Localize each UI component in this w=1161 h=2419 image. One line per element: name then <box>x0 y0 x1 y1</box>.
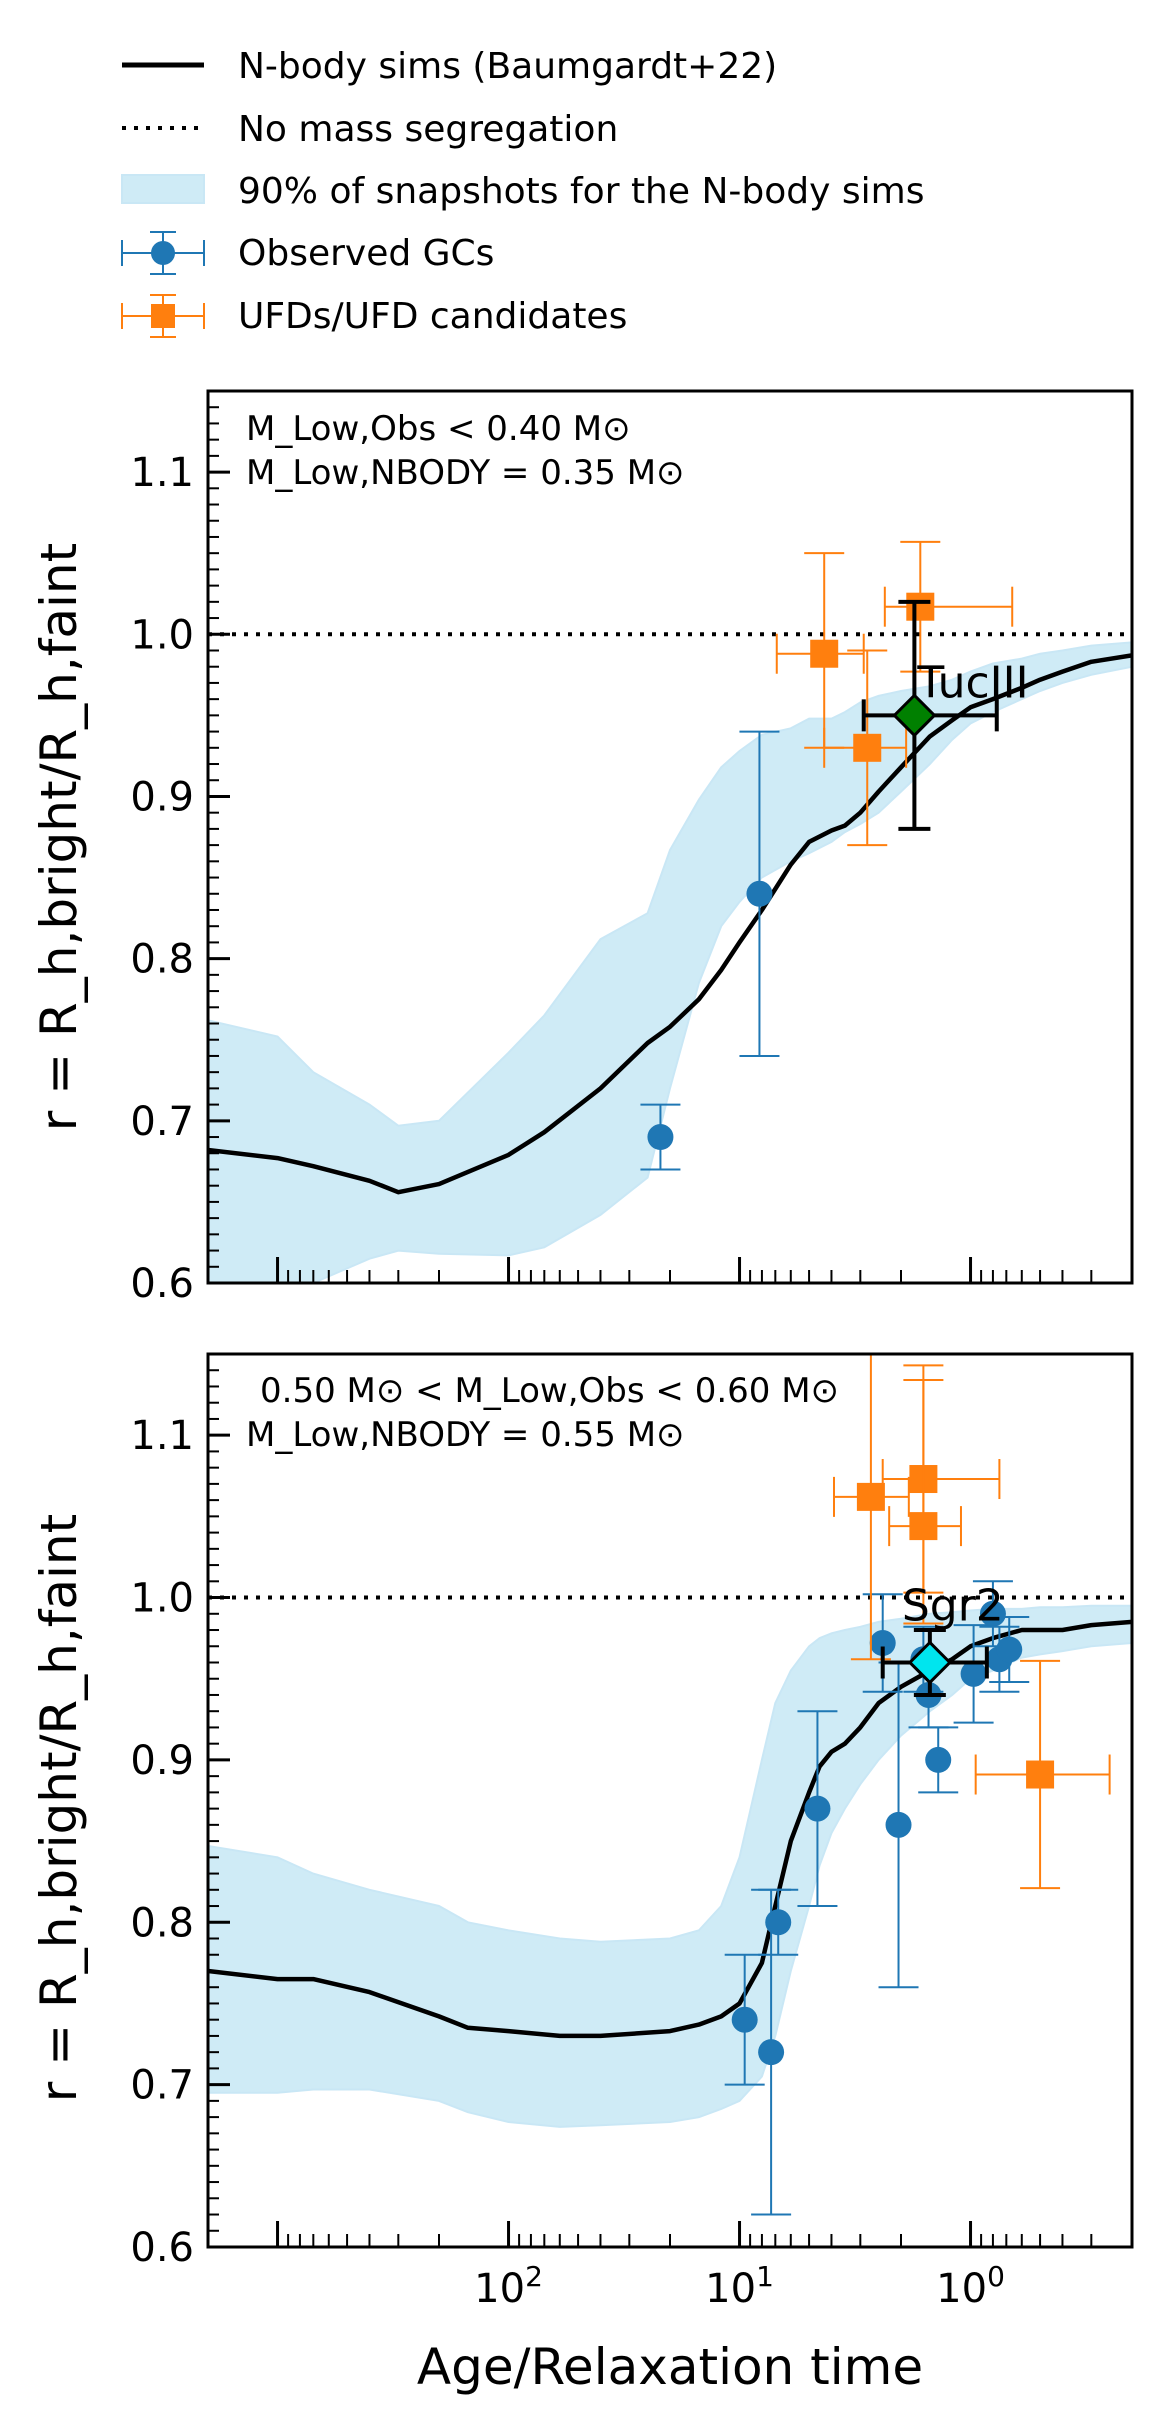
bottom-x-axis: 102 101 100 <box>207 2221 1133 2312</box>
legend-label-no-segregation: No mass segregation <box>238 109 618 150</box>
bottom-gc-point-2 <box>758 1888 799 1956</box>
bottom-ufd-point-0 <box>833 1354 910 1661</box>
bottom-y-axis-label: r = R_h,bright/R_h,faint <box>30 1514 88 2102</box>
bottom-x-tick-label-0: 102 <box>474 2260 543 2312</box>
bottom-ufd-point-3 <box>974 1659 1111 1890</box>
bottom-ufd-marker-0 <box>856 1482 885 1511</box>
top-plot-area <box>208 540 1132 1283</box>
panel-top: TucIII 0.6 0.7 0.8 0.9 1.0 1.1 <box>130 389 1134 1307</box>
x-axis-label: Age/Relaxation time <box>417 2338 923 2396</box>
top-y-tick-label-1: 0.7 <box>130 1099 194 1145</box>
top-y-tick-label-0: 0.6 <box>130 1261 194 1307</box>
bottom-gc-marker-8 <box>925 1746 952 1773</box>
legend-swatch-ufd <box>121 294 205 338</box>
bottom-y-tick-label-2: 0.8 <box>130 1900 194 1946</box>
top-ufd-point-2 <box>883 540 1014 673</box>
top-gc-point-1 <box>739 730 780 1057</box>
bottom-gc-marker-3 <box>804 1795 831 1822</box>
bottom-ufd-marker-2 <box>909 1512 938 1541</box>
legend-label-ufd: UFDs/UFD candidates <box>238 296 627 337</box>
top-gc-point-0 <box>640 1103 681 1171</box>
top-gc-marker-0 <box>647 1124 674 1151</box>
bottom-gc-marker-5 <box>885 1811 912 1838</box>
bottom-gc-marker-4 <box>869 1630 896 1657</box>
legend-label-nbody: N-body sims (Baumgardt+22) <box>238 46 777 87</box>
bottom-ufd-point-1 <box>881 1364 1001 1594</box>
bottom-named-marker-0 <box>907 1640 952 1685</box>
top-ufd-marker-1 <box>853 733 882 762</box>
legend: N-body sims (Baumgardt+22) No mass segre… <box>121 46 924 338</box>
legend-swatch-gc <box>121 231 205 275</box>
bottom-plot-area <box>208 1354 1132 2216</box>
top-ufd-marker-0 <box>810 639 839 668</box>
top-ufd-point-1 <box>823 649 908 847</box>
top-y-tick-label-5: 1.1 <box>130 450 194 496</box>
bottom-annotation-line-1: 0.50 M⊙ < M_Low,Obs < 0.60 M⊙ <box>260 1371 839 1411</box>
top-y-axis-label: r = R_h,bright/R_h,faint <box>30 543 88 1131</box>
top-gc-marker-1 <box>746 880 773 907</box>
bottom-y-tick-label-1: 0.7 <box>130 2063 194 2109</box>
top-named-label-0: TucIII <box>916 657 1028 708</box>
top-named-marker-0 <box>892 693 937 738</box>
top-x-axis <box>207 1257 1133 1283</box>
bottom-gc-point-12 <box>989 1616 1030 1683</box>
bottom-y-axis: 0.6 0.7 0.8 0.9 1.0 1.1 <box>130 1353 230 2271</box>
top-y-tick-label-3: 0.9 <box>130 774 194 820</box>
bottom-x-tick-label-2: 100 <box>936 2260 1005 2312</box>
top-annotation-line-1: M_Low,Obs < 0.40 M⊙ <box>246 409 631 449</box>
top-ufd-point-0 <box>775 552 865 749</box>
bottom-y-tick-label-4: 1.0 <box>130 1576 194 1622</box>
bottom-y-tick-label-3: 0.9 <box>130 1738 194 1784</box>
bottom-gc-marker-9 <box>960 1660 987 1687</box>
legend-swatch-band <box>121 174 205 204</box>
top-y-axis: 0.6 0.7 0.8 0.9 1.0 1.1 <box>130 390 230 1307</box>
bottom-gc-marker-12 <box>996 1636 1023 1663</box>
bottom-gc-point-9 <box>953 1624 994 1724</box>
bottom-ufd-point-2 <box>888 1378 962 1625</box>
bottom-gc-point-8 <box>918 1726 959 1794</box>
bottom-gc-marker-10 <box>979 1600 1006 1627</box>
top-nbody-median-line <box>208 653 1132 1195</box>
bottom-named-object-0 <box>880 1628 989 1697</box>
legend-label-band: 90% of snapshots for the N-body sims <box>238 171 924 212</box>
bottom-nbody-band <box>208 1604 1132 2128</box>
top-nbody-band <box>208 641 1132 1283</box>
top-named-object-0 <box>861 599 999 831</box>
panel-bottom: Sgr2 0.6 0.7 0.8 0.9 1.0 1.1 102 101 100 <box>130 1352 1134 2312</box>
bottom-annotation-line-2: M_Low,NBODY = 0.55 M⊙ <box>246 1415 685 1455</box>
top-ufd-marker-2 <box>906 592 935 621</box>
top-y-tick-label-4: 1.0 <box>130 612 194 658</box>
bottom-x-tick-label-1: 101 <box>705 2260 774 2312</box>
bottom-gc-marker-0 <box>731 2006 758 2033</box>
bottom-gc-point-3 <box>797 1710 838 1908</box>
top-y-tick-label-2: 0.8 <box>130 937 194 983</box>
bottom-named-label-0: Sgr2 <box>902 1580 1004 1631</box>
bottom-ufd-marker-3 <box>1026 1760 1055 1789</box>
legend-label-gc: Observed GCs <box>238 233 494 274</box>
bottom-gc-marker-1 <box>758 2039 785 2066</box>
top-annotation-line-2: M_Low,NBODY = 0.35 M⊙ <box>246 453 685 493</box>
bottom-nbody-median-line <box>208 1619 1132 2039</box>
bottom-gc-marker-2 <box>765 1909 792 1936</box>
bottom-y-tick-label-0: 0.6 <box>130 2225 194 2271</box>
bottom-y-tick-label-5: 1.1 <box>130 1413 194 1459</box>
bottom-gc-point-0 <box>724 1953 765 2086</box>
